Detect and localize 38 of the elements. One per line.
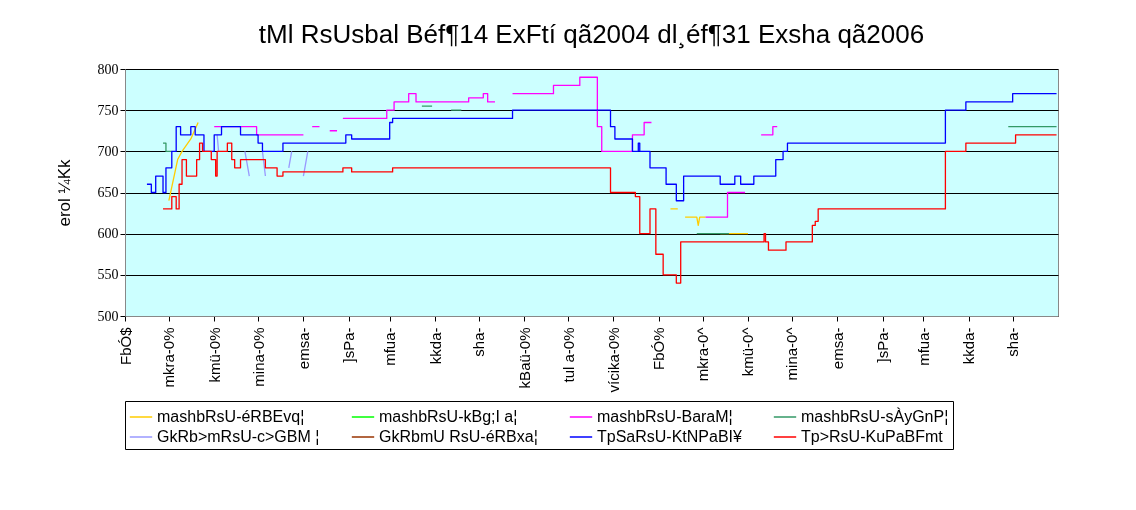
x-tick-label: mkra-0% — [160, 327, 178, 388]
x-tick-label: vícika-0% — [604, 327, 622, 393]
x-tick-label: mfua- — [381, 327, 399, 366]
x-tick-label: tul a-0% — [559, 327, 577, 383]
y-tick-label: 800 — [97, 61, 119, 77]
x-tick-label: FbÓ$ — [116, 326, 134, 366]
x-tick-label: kmü-0^ — [739, 327, 757, 377]
x-tick-label: mina-0^ — [783, 327, 801, 381]
legend-label: mashbRsU-éRBEvq¦ — [157, 408, 305, 425]
x-tick-label: ]sPa- — [874, 327, 892, 363]
x-tick-label: sha- — [1004, 327, 1022, 357]
legend-label: TpSaRsU-KtNPaBI¥ — [597, 428, 743, 445]
y-tick-label: 750 — [97, 102, 119, 118]
x-tick-label: kkda- — [426, 327, 444, 365]
legend-label: GkRbmU RsU-éRBxa¦ — [379, 428, 538, 445]
y-tick-label: 600 — [97, 226, 119, 242]
legend-label: mashbRsU-BaraM¦ — [597, 408, 733, 425]
x-tick-label: kBaü-0% — [515, 327, 533, 389]
chart-title: tMl RsUsbal Béf¶14 ExFtí qã2004 dl¸éf¶31 Exsha qã2006 — [258, 19, 925, 49]
y-tick-label: 650 — [97, 185, 119, 200]
x-tick-label: mfua- — [914, 327, 932, 366]
legend-label: GkRb>mRsU-c>GBM ¦ — [157, 428, 320, 445]
x-tick-label: emsa- — [828, 327, 846, 370]
legend-label: mashbRsU-kBg;I a¦ — [379, 408, 518, 425]
x-tick-label: kkda- — [960, 327, 978, 365]
y-tick-label: 700 — [97, 143, 119, 159]
x-tick-label: sha- — [470, 327, 488, 357]
y-axis-title: erol ¼Kk — [54, 158, 74, 227]
legend-label: mashbRsU-sÀyGnP¦ — [801, 407, 949, 425]
x-tick-label: emsa- — [294, 327, 312, 370]
x-tick-label: kmü-0% — [205, 327, 223, 383]
x-tick-label: ]sPa- — [340, 327, 358, 363]
x-tick-label: mkra-0^ — [694, 327, 712, 382]
y-tick-label: 500 — [97, 308, 119, 324]
y-tick-label: 550 — [97, 267, 119, 283]
legend-label: Tp>RsU-KuPaBFmt — [801, 428, 944, 445]
x-tick-label: mina-0% — [249, 327, 267, 387]
x-tick-label: FbÓ% — [650, 327, 668, 371]
